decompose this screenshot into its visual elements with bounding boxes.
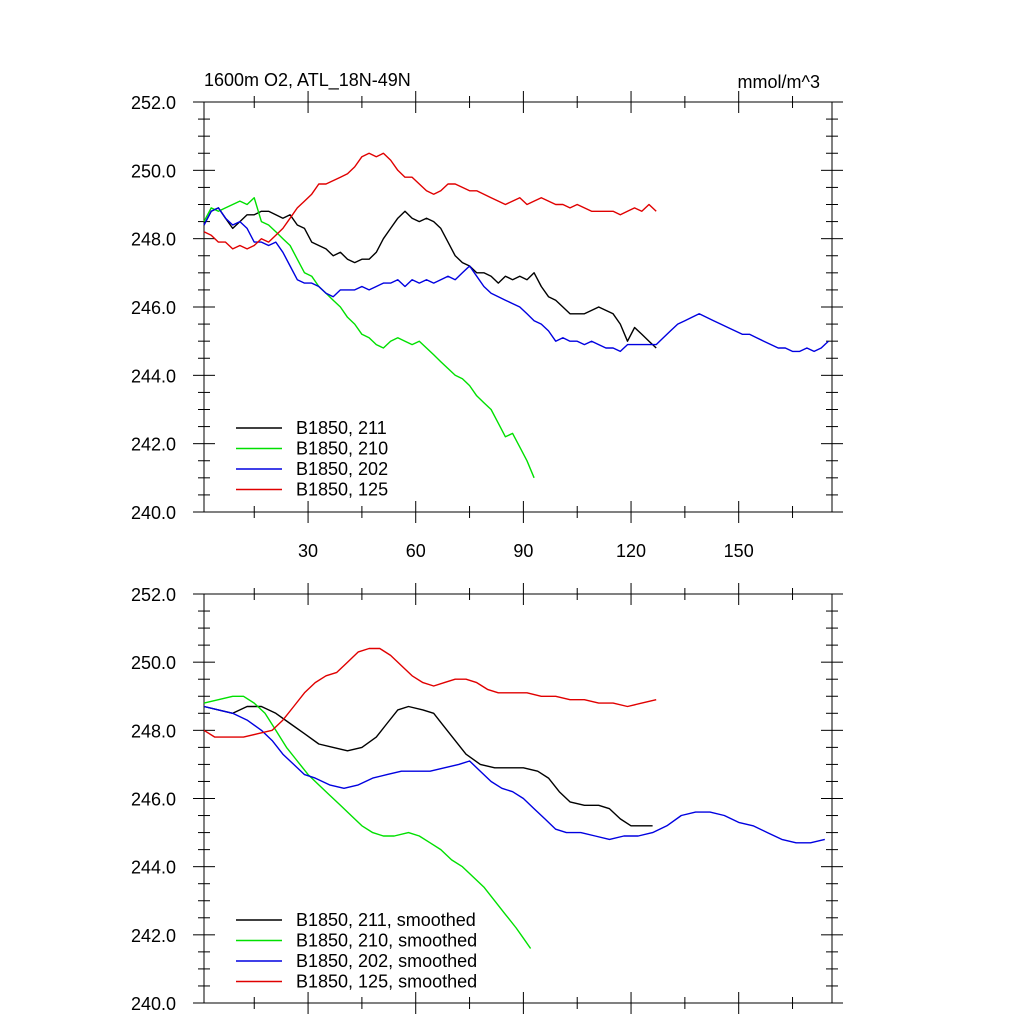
- top-panel: 30 60 90 120 150 240.0 242.0 244.0 246.0 248.0 250…: [131, 70, 843, 561]
- units-label: mmol/m^3: [738, 72, 820, 92]
- y-tick-label: 248.0: [131, 230, 176, 250]
- legend-label-3: B1850, 202: [296, 459, 388, 479]
- legend-label-2: B1850, 210, smoothed: [296, 931, 477, 951]
- y-tick-label: 252.0: [131, 93, 176, 113]
- chart-title: 1600m O2, ATL_18N-49N: [204, 70, 411, 91]
- y-tick-label: 240.0: [131, 503, 176, 523]
- legend-label-4: B1850, 125, smoothed: [296, 972, 477, 992]
- y-tick-label: 248.0: [131, 721, 176, 741]
- x-tick-label: 60: [406, 541, 426, 561]
- legend-label-1: B1850, 211, smoothed: [296, 910, 476, 930]
- x-tick-label: 150: [724, 541, 754, 561]
- bottom-panel: 240.0 242.0 244.0 246.0 248.0 250.0 252.0 B1850…: [131, 583, 843, 1014]
- x-tick-label: 90: [513, 541, 533, 561]
- series-line-4: [203, 152, 657, 250]
- y-tick-label: 242.0: [131, 435, 176, 455]
- series-line-3: [203, 207, 829, 353]
- y-tick-label: 250.0: [131, 161, 176, 181]
- y-tick-label: 240.0: [131, 994, 176, 1014]
- series-line-3: [203, 705, 825, 844]
- legend-label-4: B1850, 125: [296, 480, 388, 500]
- series-line-2: [203, 197, 535, 479]
- x-tick-label: 120: [616, 541, 646, 561]
- series-line-4: [203, 647, 657, 738]
- legend-label-2: B1850, 210: [296, 439, 388, 459]
- y-tick-label: 242.0: [131, 926, 176, 946]
- legend-label-1: B1850, 211: [296, 418, 387, 438]
- y-tick-label: 244.0: [131, 858, 176, 878]
- y-tick-label: 250.0: [131, 653, 176, 673]
- x-tick-label: 30: [298, 541, 318, 561]
- legend-label-3: B1850, 202, smoothed: [296, 951, 477, 971]
- series-line-1: [203, 705, 653, 827]
- y-tick-label: 244.0: [131, 366, 176, 386]
- y-tick-label: 252.0: [131, 585, 176, 605]
- y-tick-label: 246.0: [131, 790, 176, 810]
- series-line-2: [203, 695, 532, 949]
- y-tick-label: 246.0: [131, 298, 176, 318]
- series-line-1: [203, 207, 657, 349]
